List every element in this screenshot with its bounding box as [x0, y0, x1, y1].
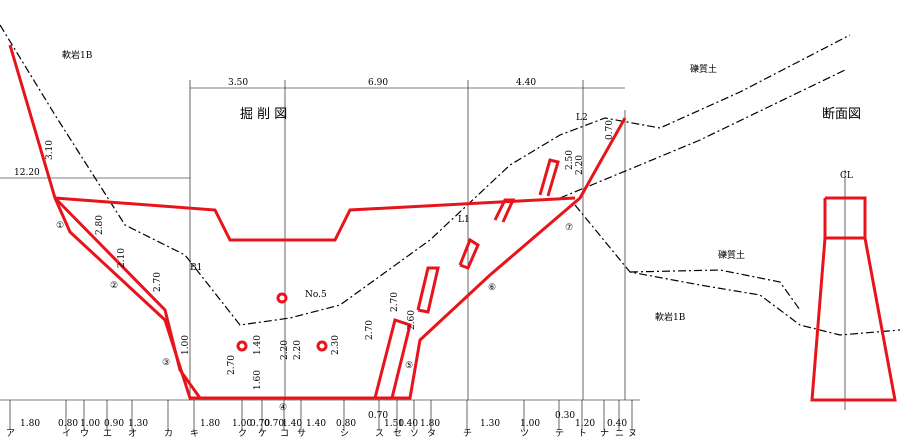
vertical-dim: 2.30 — [331, 335, 341, 355]
point-label: CL — [840, 171, 853, 181]
bottom-dim: 0.70 — [264, 419, 284, 429]
point-label: No.5 — [305, 290, 327, 300]
station-label: シ — [340, 429, 349, 438]
station-label: オ — [128, 428, 137, 438]
soil-label: 軟岩1B — [655, 311, 686, 323]
bottom-dim: 1.80 — [200, 419, 220, 429]
bottom-dim: 1.40 — [282, 419, 302, 429]
station-label: チ — [463, 428, 472, 438]
bottom-dim: 1.80 — [420, 419, 440, 429]
bottom-dim: 0.30 — [555, 411, 575, 421]
bottom-dim: 1.80 — [20, 419, 40, 429]
bottom-dim: 1.30 — [128, 419, 148, 429]
station-label: サ — [297, 428, 306, 438]
dim: 12.20 — [14, 168, 40, 178]
bottom-dim: 1.30 — [480, 419, 500, 429]
vertical-dim: 2.10 — [117, 248, 127, 268]
station-label: コ — [280, 429, 289, 438]
bottom-dim: 1.00 — [80, 419, 100, 429]
station-label: エ — [103, 429, 112, 438]
bottom-dim: 0.70 — [368, 411, 388, 421]
bottom-dim: 1.40 — [306, 419, 326, 429]
vertical-dim: 2.20 — [293, 340, 303, 360]
ground-lines — [0, 24, 900, 336]
station-label: ウ — [80, 428, 89, 438]
bottom-dim: 1.50 — [384, 419, 404, 429]
station-label: ニ — [615, 429, 624, 438]
vertical-dim: 2.50 — [565, 150, 575, 170]
station-label: ク — [238, 428, 247, 438]
vertical-dim: 2.20 — [280, 340, 290, 360]
marker: ⑦ — [565, 223, 573, 233]
station-label: ヌ — [628, 429, 637, 438]
marker: ⑥ — [488, 283, 496, 293]
station-label: ア — [6, 429, 15, 438]
dim: 4.40 — [516, 78, 536, 88]
marker: ④ — [279, 403, 287, 413]
vertical-dim: 0.70 — [605, 120, 615, 140]
vertical-dim: 2.70 — [227, 355, 237, 375]
station-label: セ — [393, 428, 402, 438]
bottom-dim: 0.40 — [607, 419, 627, 429]
vertical-dim: 2.80 — [95, 215, 105, 235]
section-title: 断面図 — [822, 107, 861, 122]
point-label: L1 — [458, 215, 470, 225]
vertical-dim: 1.60 — [253, 370, 263, 390]
vertical-dim: 2.20 — [575, 155, 585, 175]
bottom-dim: 1.20 — [575, 419, 595, 429]
point-label: L2 — [576, 113, 588, 123]
vertical-dim: 1.00 — [181, 335, 191, 355]
dim: 6.90 — [368, 78, 388, 88]
point-label: B1 — [190, 263, 202, 273]
station-label: イ — [62, 429, 71, 438]
excavation — [8, 44, 897, 402]
bottom-dim: 1.40 — [398, 419, 418, 429]
station-label: ソ — [410, 429, 419, 438]
bottom-dim: 0.70 — [250, 419, 270, 429]
vertical-dim: 2.70 — [365, 320, 375, 340]
station-label: タ — [427, 428, 436, 438]
vertical-dim: 2.70 — [153, 272, 163, 292]
vertical-dim: 1.40 — [253, 335, 263, 355]
station-label: ツ — [520, 429, 529, 438]
soil-label: 礫質土 — [690, 63, 717, 75]
soil-label: 軟岩1B — [62, 49, 93, 61]
bottom-dim: 1.00 — [520, 419, 540, 429]
station-label: ト — [578, 429, 587, 438]
bottom-dim: 0.80 — [336, 419, 356, 429]
marker: ⑤ — [405, 361, 413, 371]
station-label: カ — [164, 428, 173, 438]
vertical-dim: 2.70 — [390, 292, 400, 312]
station-label: ケ — [258, 428, 267, 438]
title: 掘 削 図 — [240, 107, 287, 122]
station-label: ス — [375, 429, 384, 438]
bottom-dim: 0.90 — [104, 419, 124, 429]
station-label: ナ — [600, 428, 609, 438]
vertical-dim: 3.10 — [45, 140, 55, 160]
bottom-dims: 1.80 0.80 1.00 0.90 1.30 1.80 1.000.700.701.40… — [6, 400, 637, 438]
station-label: キ — [190, 429, 199, 438]
bottom-dim: 0.80 — [58, 419, 78, 429]
soil-label: 礫質土 — [718, 249, 745, 261]
marker: ① — [56, 221, 64, 231]
vertical-dim: 2.60 — [407, 310, 417, 330]
vertical-dims: 3.102.802.102.701.002.701.401.602.20 2.20… — [45, 120, 615, 390]
marker: ③ — [162, 358, 170, 368]
station-label: テ — [555, 428, 564, 438]
dim: 3.50 — [228, 78, 248, 88]
marker: ② — [110, 281, 118, 291]
